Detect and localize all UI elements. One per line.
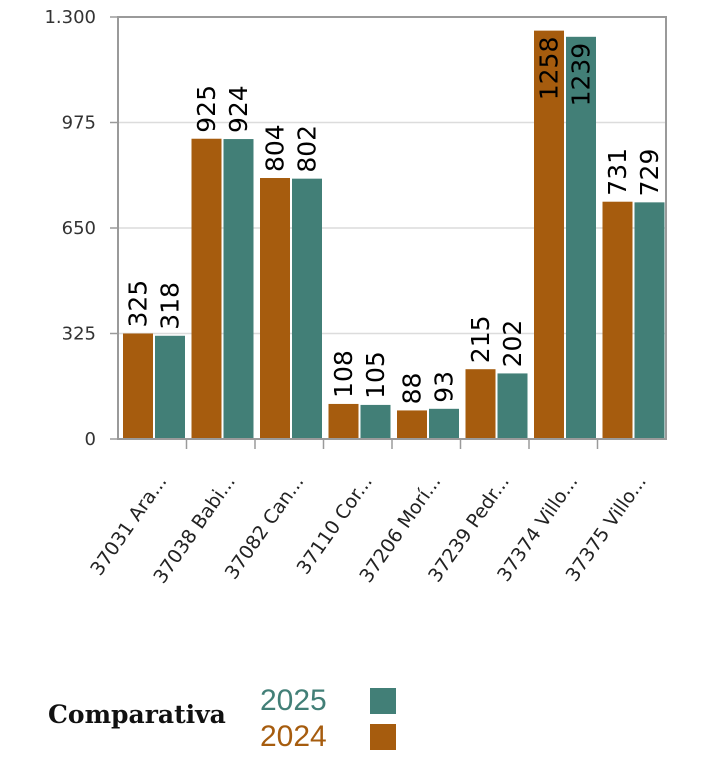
bar-2024 (123, 333, 153, 439)
data-label: 924 (224, 85, 253, 133)
data-label: 88 (398, 373, 427, 405)
legend-swatch-2024 (370, 724, 396, 750)
bar-2025 (360, 404, 391, 439)
bar-2024 (602, 201, 633, 439)
bars (123, 30, 665, 440)
bar-2025 (634, 202, 665, 439)
bar-2024 (397, 410, 427, 439)
data-label: 202 (498, 320, 527, 368)
bar-2025 (497, 373, 528, 439)
bar-2024 (328, 403, 359, 439)
bar-2024 (534, 30, 564, 439)
legend-swatch-2025 (370, 688, 396, 714)
legend-label-2024: 2024 (260, 720, 327, 753)
data-label: 215 (466, 315, 495, 363)
data-label: 93 (430, 371, 459, 403)
data-label: 925 (192, 85, 221, 133)
legend: Comparativa 2025 2024 (48, 684, 468, 764)
bar-2024 (465, 369, 496, 439)
data-label: 318 (156, 282, 185, 330)
legend-label-2025: 2025 (260, 684, 327, 717)
data-label: 105 (361, 351, 390, 399)
x-axis-ticks (185, 439, 599, 449)
y-tick-label: 325 (62, 324, 96, 345)
y-tick-label: 650 (62, 218, 96, 239)
bar-2025 (223, 139, 254, 439)
data-label: 729 (635, 149, 664, 197)
y-tick-label: 1.300 (44, 7, 96, 28)
bar-2025 (155, 335, 185, 439)
bar-2025 (566, 36, 596, 439)
data-label: 325 (124, 280, 153, 328)
bar-2024 (260, 178, 290, 440)
bar-2025 (429, 408, 459, 439)
data-label: 108 (329, 350, 358, 398)
data-label: 804 (261, 124, 290, 172)
y-tick-label: 0 (85, 429, 96, 450)
data-label: 1239 (567, 43, 596, 107)
data-label: 1258 (535, 37, 564, 101)
y-axis-ticks: 0 325 650 975 1.300 (44, 7, 118, 450)
bar-2024 (191, 138, 222, 439)
y-tick-label: 975 (62, 113, 96, 134)
x-axis-labels: 37031 Ara...37038 Babi...37082 Can...371… (86, 471, 651, 587)
legend-title: Comparativa (48, 700, 226, 729)
bar-2025 (292, 178, 322, 440)
data-label: 731 (603, 148, 632, 196)
data-label: 802 (293, 125, 322, 173)
